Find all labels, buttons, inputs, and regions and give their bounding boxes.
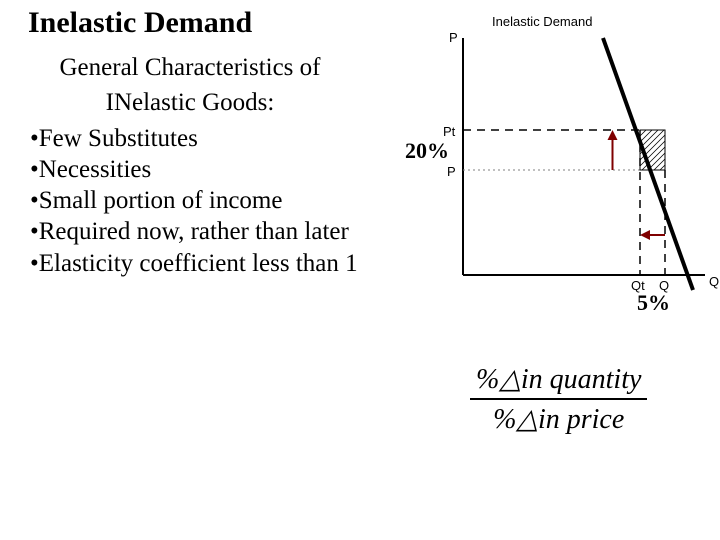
pt-label: Pt (443, 124, 455, 139)
subheading-line1: General Characteristics of (10, 52, 370, 83)
formula-numerator: %△in quantity (470, 360, 647, 400)
bullet-item: •Required now, rather than later (30, 216, 370, 247)
bullet-item: •Few Substitutes (30, 123, 370, 154)
subheading-line2: INelastic Goods: (10, 87, 370, 118)
price-change-label: 20% (405, 138, 449, 164)
left-text-block: General Characteristics of INelastic Goo… (10, 52, 370, 279)
formula-denominator: %△in price (470, 400, 647, 438)
demand-chart: P Q Pt P Qt Q 20% 5% (415, 30, 720, 310)
x-axis-label: Q (709, 274, 719, 289)
bullet-list: •Few Substitutes •Necessities •Small por… (10, 123, 370, 279)
y-axis-label: P (449, 30, 458, 45)
bullet-item: •Necessities (30, 154, 370, 185)
bullet-item: •Elasticity coefficient less than 1 (30, 248, 370, 279)
chart-title: Inelastic Demand (492, 14, 592, 29)
qty-change-label: 5% (637, 290, 670, 316)
elasticity-formula: %△in quantity %△in price (470, 360, 647, 438)
p-label: P (447, 164, 456, 179)
bullet-item: •Small portion of income (30, 185, 370, 216)
slide-title: Inelastic Demand (28, 6, 252, 40)
